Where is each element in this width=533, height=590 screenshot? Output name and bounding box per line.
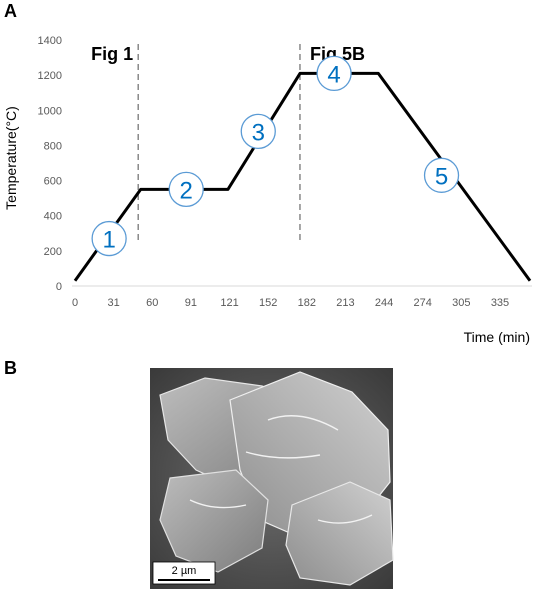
- y-axis-label: Temperature(°C): [3, 106, 19, 210]
- sem-micrograph: 2 µm: [150, 368, 394, 589]
- stage-marker-circle: [168, 171, 204, 208]
- x-axis-label: Time (min): [464, 329, 530, 345]
- x-tick-label: 31: [108, 297, 120, 309]
- stage-marker-circle: [316, 55, 352, 92]
- panel-label-a: A: [4, 1, 17, 21]
- y-tick-label: 400: [44, 211, 62, 223]
- stage-marker-circle: [91, 220, 127, 257]
- x-tick-label: 91: [185, 297, 197, 309]
- x-tick-label: 305: [452, 297, 470, 309]
- reference-line-label: Fig 1: [91, 44, 133, 64]
- y-tick-label: 200: [44, 246, 62, 258]
- x-tick-label: 274: [414, 297, 432, 309]
- particle-flake: [159, 469, 269, 573]
- stage-marker-label: 5: [435, 163, 448, 190]
- x-tick-label: 335: [491, 297, 509, 309]
- y-axis-ticks: 0 200 400 600 800 1000 1200 1400: [38, 35, 62, 293]
- scale-bar-label: 2 µm: [172, 565, 197, 577]
- y-tick-label: 600: [44, 176, 62, 188]
- x-tick-label: 60: [146, 297, 158, 309]
- x-tick-label: 213: [336, 297, 354, 309]
- stage-marker-circle: [423, 157, 460, 193]
- x-tick-label: 121: [220, 297, 238, 309]
- x-tick-label: 182: [298, 297, 316, 309]
- particle-edge: [189, 415, 373, 524]
- stage-marker-label: 3: [252, 119, 265, 146]
- x-tick-label: 244: [375, 297, 393, 309]
- particle-flake: [285, 481, 394, 586]
- x-tick-label: 0: [72, 297, 78, 309]
- x-axis-ticks: 0 31 60 91 121 152 182 213 244 274 305 335: [72, 297, 509, 309]
- panel-label-b: B: [4, 358, 17, 378]
- y-tick-label: 1000: [38, 105, 62, 117]
- x-tick-label: 152: [259, 297, 277, 309]
- reference-line-label: Fig 5B: [310, 44, 365, 64]
- y-tick-label: 1200: [38, 70, 62, 82]
- y-tick-label: 1400: [38, 35, 62, 47]
- reference-lines: Fig 1 Fig 5B: [91, 44, 365, 243]
- y-tick-label: 0: [56, 281, 62, 293]
- y-tick-label: 800: [44, 140, 62, 152]
- scale-bar-box: [152, 561, 216, 585]
- series-layer: [73, 71, 532, 282]
- stage-marker-label: 4: [327, 61, 340, 88]
- stage-markers: 1 2 3 4 5: [91, 55, 460, 257]
- temperature-series-line: [73, 71, 532, 282]
- stage-marker-label: 1: [102, 227, 115, 254]
- stage-marker-label: 2: [180, 177, 193, 204]
- stage-marker-circle: [240, 113, 276, 150]
